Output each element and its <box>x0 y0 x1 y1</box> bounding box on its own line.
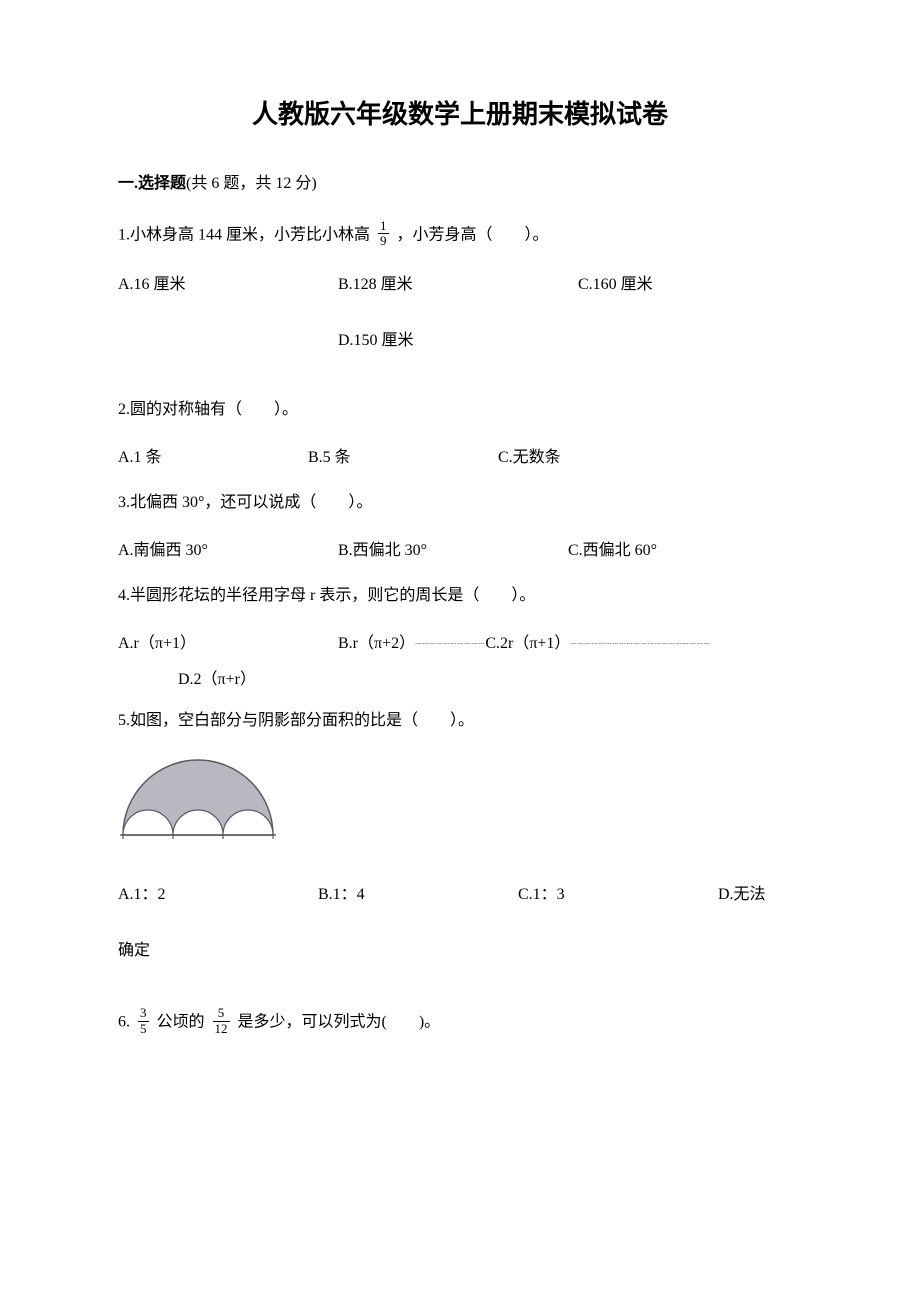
fraction-1-9: 1 9 <box>378 219 389 249</box>
q6-pre: 6. <box>118 1014 130 1031</box>
q1-option-d: D.150 厘米 <box>338 332 414 349</box>
question-5: 5.如图，空白部分与阴影部分面积的比是（ ）。 <box>118 707 802 736</box>
q3-option-a: A.南偏西 30° <box>118 536 338 560</box>
question-4: 4.半圆形花坛的半径用字母 r 表示，则它的周长是（ ）。 <box>118 582 802 611</box>
q1-post: ，小芳身高（ ）。 <box>397 226 549 243</box>
semicircle-diagram <box>118 755 278 845</box>
numerator: 3 <box>138 1006 149 1021</box>
question-2: 2.圆的对称轴有（ ）。 <box>118 396 802 425</box>
q5-option-a: A.1：2 <box>118 880 318 904</box>
q1-option-a: A.16 厘米 <box>118 271 338 300</box>
q2-options: A.1 条 B.5 条 C.无数条 <box>118 443 802 467</box>
q1-pre: 1.小林身高 144 厘米，小芳比小林高 <box>118 226 370 243</box>
question-5-text: 5.如图，空白部分与阴影部分面积的比是（ ）。 <box>118 707 802 736</box>
q4-option-a: A.r（π+1） <box>118 629 338 653</box>
section-1-header: 一.选择题(共 6 题，共 12 分) <box>118 169 802 193</box>
q4-option-b: B.r（π+2）┄┄┄┄┄┄┄┄┄┄ <box>338 629 485 653</box>
dotted-line: ┄┄┄┄┄┄┄┄┄┄ <box>415 638 485 649</box>
q5-options: A.1：2 B.1：4 C.1：3 D.无法 <box>118 880 802 904</box>
question-1-text: 1.小林身高 144 厘米，小芳比小林高 1 9 ，小芳身高（ ）。 <box>118 221 802 251</box>
q1-options: A.16 厘米 B.128 厘米 C.160 厘米 <box>118 271 802 300</box>
q1-option-b: B.128 厘米 <box>338 271 578 300</box>
section-info: (共 6 题，共 12 分) <box>186 175 317 192</box>
q5-option-d: D.无法 <box>718 880 802 904</box>
exam-title: 人教版六年级数学上册期末模拟试卷 <box>118 94 802 131</box>
question-4-text: 4.半圆形花坛的半径用字母 r 表示，则它的周长是（ ）。 <box>118 582 802 611</box>
denominator: 5 <box>138 1022 149 1036</box>
question-3-text: 3.北偏西 30°，还可以说成（ ）。 <box>118 489 802 518</box>
question-2-text: 2.圆的对称轴有（ ）。 <box>118 396 802 425</box>
question-1: 1.小林身高 144 厘米，小芳比小林高 1 9 ，小芳身高（ ）。 A.16 … <box>118 221 802 356</box>
q5-option-b: B.1：4 <box>318 880 518 904</box>
q1-option-d-row: D.150 厘米 <box>118 327 802 356</box>
q2-option-b: B.5 条 <box>308 443 498 467</box>
q5-confirm: 确定 <box>118 936 802 960</box>
q4-option-d-row: D.2（π+r） <box>118 665 802 689</box>
q3-option-c: C.西偏北 60° <box>568 536 768 560</box>
numerator: 5 <box>213 1006 230 1021</box>
denominator: 9 <box>378 234 389 248</box>
dotted-line: ┄┄┄┄┄┄┄┄┄┄┄┄┄┄┄┄┄┄┄┄ <box>570 638 710 649</box>
q6-mid: 公顷的 <box>157 1014 205 1031</box>
q2-option-a: A.1 条 <box>118 443 308 467</box>
denominator: 12 <box>213 1022 230 1036</box>
q2-option-c: C.无数条 <box>498 443 698 467</box>
q4-option-d: D.2（π+r） <box>178 671 256 688</box>
q5-option-c: C.1：3 <box>518 880 718 904</box>
fraction-3-5: 3 5 <box>138 1006 149 1036</box>
q5-figure <box>118 755 802 850</box>
q6-post: 是多少，可以列式为( )。 <box>238 1014 441 1031</box>
q4-option-c: C.2r（π+1）┄┄┄┄┄┄┄┄┄┄┄┄┄┄┄┄┄┄┄┄ <box>485 629 711 653</box>
numerator: 1 <box>378 219 389 234</box>
q3-options: A.南偏西 30° B.西偏北 30° C.西偏北 60° <box>118 536 802 560</box>
q3-option-b: B.西偏北 30° <box>338 536 568 560</box>
question-6: 6. 3 5 公顷的 5 12 是多少，可以列式为( )。 <box>118 1008 802 1038</box>
section-label: 一.选择题 <box>118 175 186 192</box>
q1-option-c: C.160 厘米 <box>578 271 778 300</box>
q4-options: A.r（π+1） B.r（π+2）┄┄┄┄┄┄┄┄┄┄ C.2r（π+1）┄┄┄… <box>118 629 802 653</box>
fraction-5-12: 5 12 <box>213 1006 230 1036</box>
question-3: 3.北偏西 30°，还可以说成（ ）。 <box>118 489 802 518</box>
